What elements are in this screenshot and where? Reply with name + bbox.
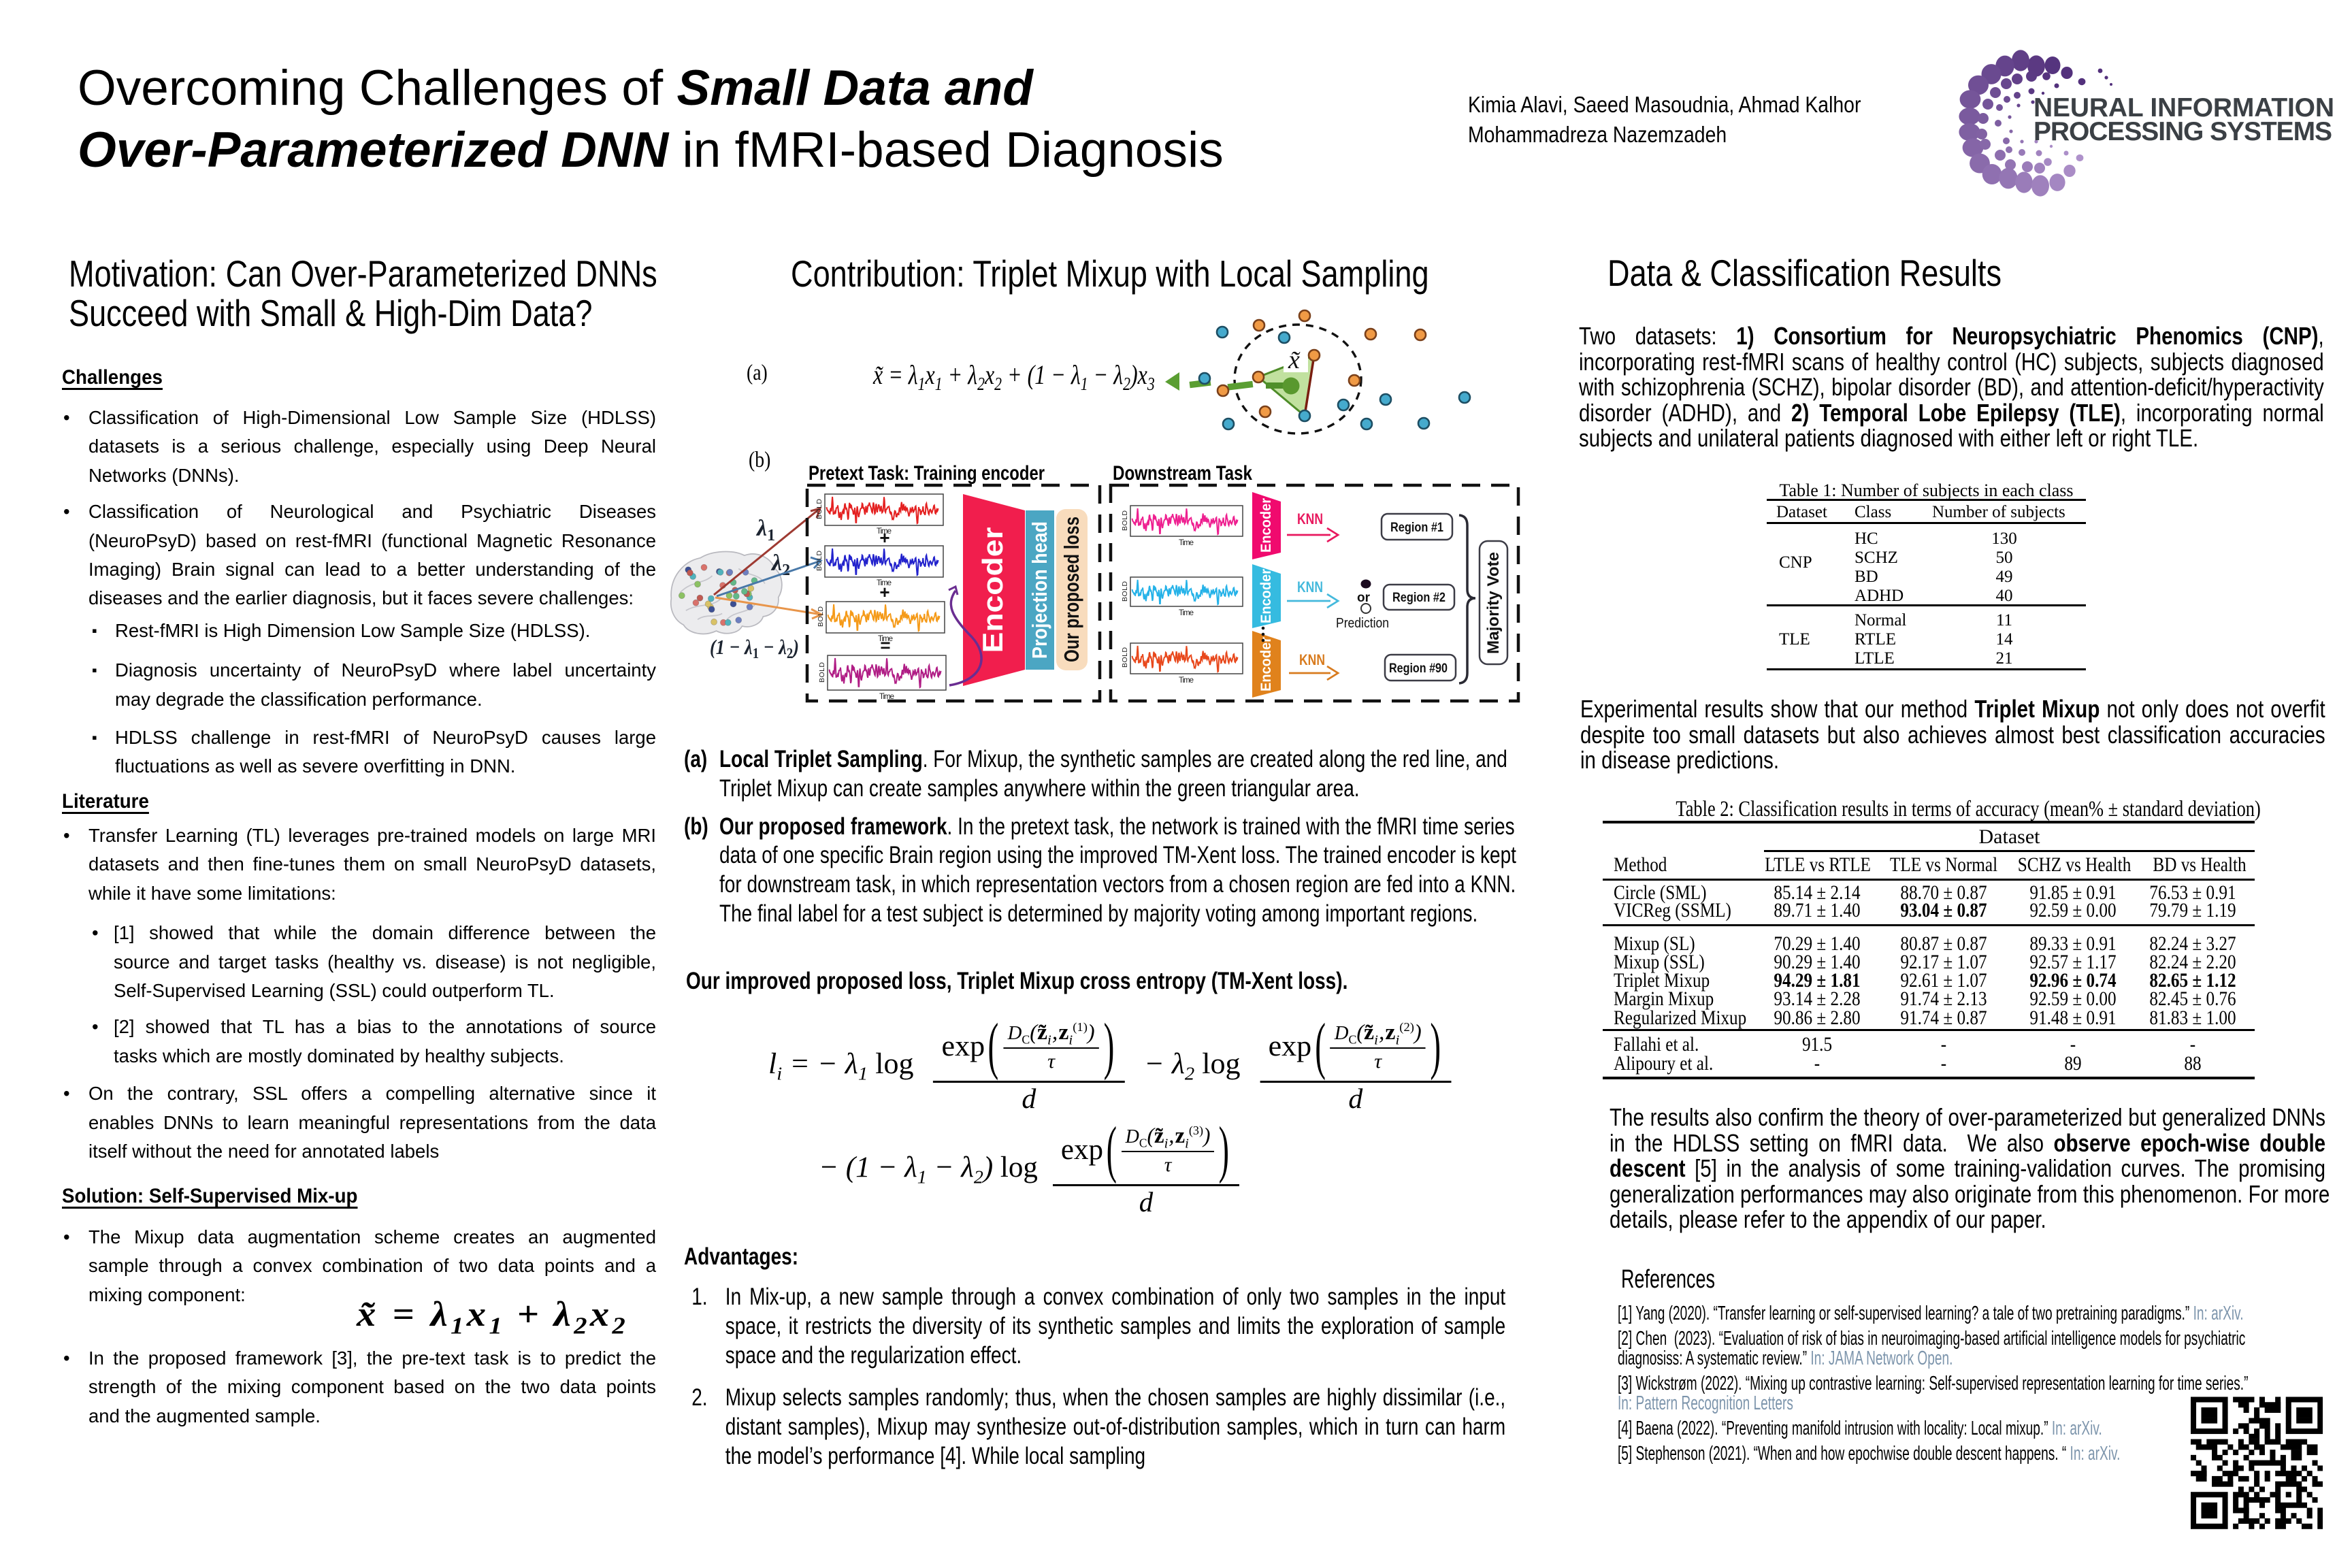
svg-text:Downstream Task: Downstream Task: [1113, 462, 1252, 485]
svg-text:BOLD: BOLD: [818, 662, 826, 683]
svg-text:Encoder: Encoder: [1258, 637, 1274, 691]
svg-text:Pretext Task: Training encoder: Pretext Task: Training encoder: [808, 462, 1045, 485]
svg-text:Encoder: Encoder: [1258, 569, 1274, 623]
svg-text:Time: Time: [1179, 676, 1194, 685]
svg-text:Encoder: Encoder: [1258, 498, 1274, 553]
svg-text:PROCESSING SYSTEMS: PROCESSING SYSTEMS: [2034, 117, 2332, 146]
svg-text:Prediction: Prediction: [1336, 616, 1389, 631]
svg-text:BOLD: BOLD: [1121, 581, 1129, 602]
svg-text:Time: Time: [877, 579, 892, 587]
svg-text:=: =: [880, 635, 890, 655]
svg-text:Time: Time: [879, 693, 894, 701]
svg-text:Time: Time: [878, 635, 893, 643]
svg-text:Our proposed loss: Our proposed loss: [1060, 517, 1083, 662]
svg-text:Region #90: Region #90: [1389, 662, 1448, 676]
svg-text:Region #1: Region #1: [1390, 521, 1443, 535]
svg-text:Encoder: Encoder: [977, 527, 1009, 653]
svg-text:x̃: x̃: [1288, 346, 1301, 374]
svg-text:λ1: λ1: [755, 516, 775, 544]
svg-text:Majority Vote: Majority Vote: [1484, 552, 1503, 654]
svg-text:NEURAL INFORMATION: NEURAL INFORMATION: [2034, 93, 2334, 122]
svg-text:KNN: KNN: [1299, 651, 1325, 668]
svg-text:Projection head: Projection head: [1028, 521, 1051, 659]
svg-text:BOLD: BOLD: [1121, 647, 1129, 668]
svg-text:+: +: [879, 527, 889, 548]
svg-text:or: or: [1357, 591, 1371, 605]
svg-text:(1 − λ1 − λ2): (1 − λ1 − λ2): [710, 635, 799, 662]
svg-text:BOLD: BOLD: [817, 606, 825, 627]
svg-text:Time: Time: [1179, 609, 1194, 617]
svg-text:BOLD: BOLD: [1121, 510, 1129, 531]
svg-text:Region #2: Region #2: [1392, 591, 1446, 605]
svg-text:BOLD: BOLD: [815, 499, 823, 519]
svg-text:BOLD: BOLD: [815, 551, 823, 571]
svg-text:KNN: KNN: [1297, 510, 1323, 527]
svg-text:Time: Time: [1179, 539, 1194, 547]
svg-text:+: +: [879, 582, 889, 602]
svg-text:KNN: KNN: [1297, 578, 1323, 595]
svg-text:Time: Time: [877, 527, 892, 536]
